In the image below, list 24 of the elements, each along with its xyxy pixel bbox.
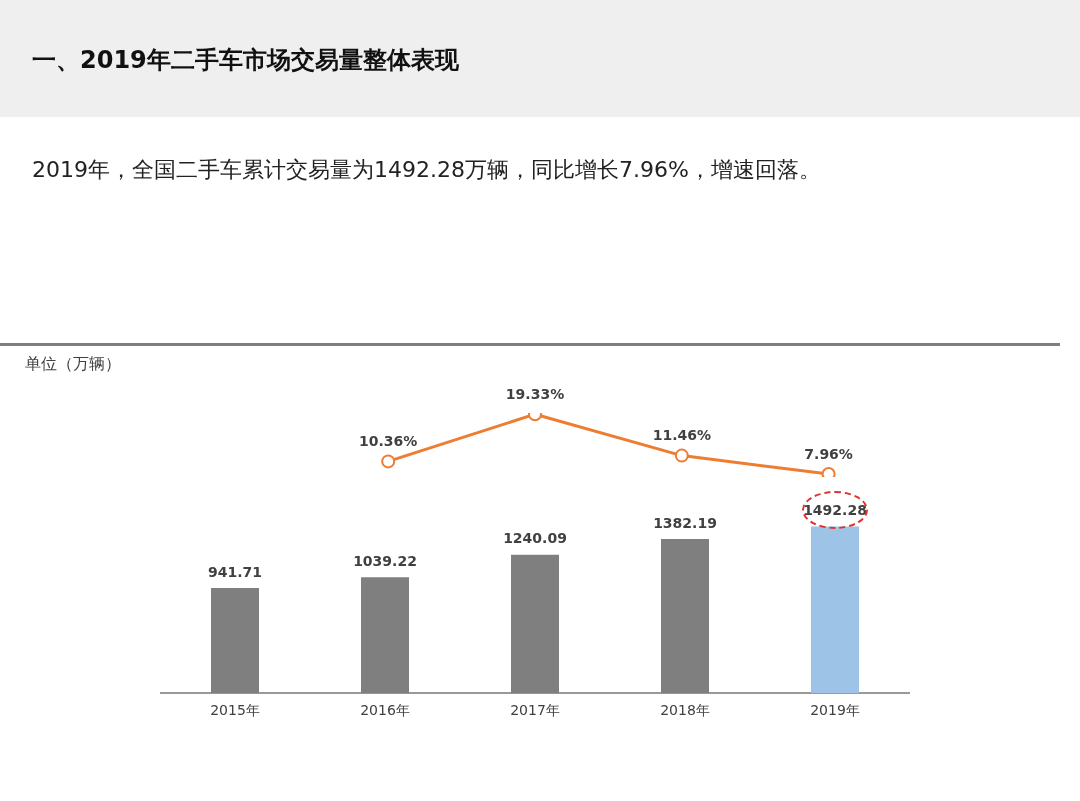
chart-subtitle: 2019年，全国二手车累计交易量为1492.28万辆，同比增长7.96%，增速回落。	[32, 156, 821, 184]
data-label: 1382.19	[653, 514, 717, 531]
data-label: 19.33%	[505, 385, 565, 402]
bar	[211, 588, 259, 694]
x-tick-label: 2015年	[210, 702, 260, 719]
data-label: 1240.09	[503, 530, 567, 547]
data-label: 11.46%	[652, 427, 711, 444]
chart-title: 一、2019年二手车市场交易量整体表现	[32, 45, 459, 76]
data-label: 7.96%	[804, 445, 853, 462]
x-tick-label: 2017年	[510, 702, 560, 719]
data-label: 1039.22	[353, 552, 417, 569]
data-label: 1492.28	[803, 502, 867, 519]
x-tick-label: 2019年	[810, 702, 860, 719]
data-label: 10.36%	[359, 433, 418, 450]
x-tick-label: 2016年	[360, 702, 410, 719]
point	[674, 448, 689, 463]
data-label: 941.71	[207, 563, 263, 580]
bar	[511, 554, 559, 694]
x-tick-label: 2018年	[660, 702, 710, 719]
bar	[811, 526, 859, 694]
text: 单位（万辆）	[25, 354, 121, 375]
point	[381, 454, 396, 469]
bar	[361, 577, 409, 694]
bar	[661, 538, 709, 694]
